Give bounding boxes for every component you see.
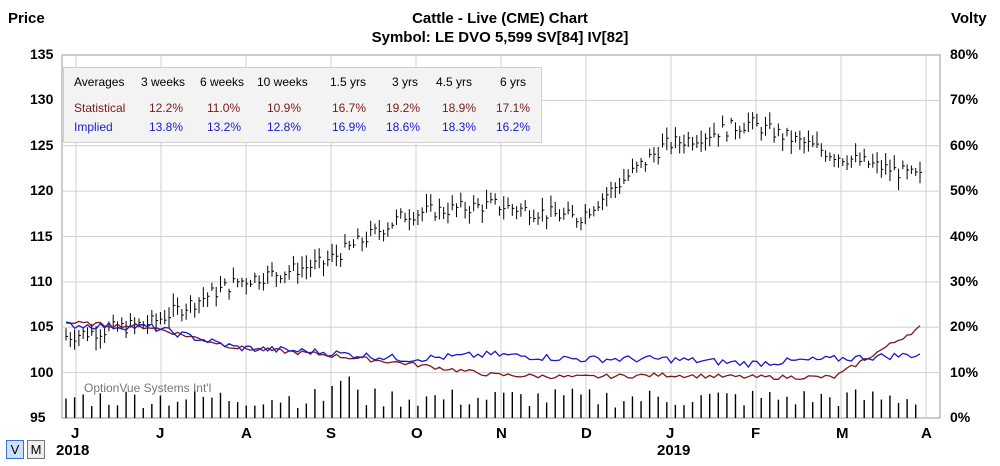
month-label: A	[241, 425, 252, 442]
price-axis-title: Price	[8, 10, 45, 27]
price-tick-label: 105	[30, 318, 54, 335]
price-tick-label: 125	[30, 136, 54, 153]
legend-header-3w: 3 weeks	[141, 75, 186, 89]
stat-1-5y: 16.7%	[332, 101, 367, 115]
statistical-volatility-line	[65, 320, 921, 381]
legend-header-4-5y: 4.5 yrs	[436, 75, 473, 89]
stat-4-5y: 18.9%	[442, 101, 477, 115]
month-label: D	[581, 425, 592, 442]
volty-tick-label: 80%	[950, 46, 979, 62]
month-label: N	[496, 425, 507, 442]
stat-6w: 11.0%	[207, 101, 241, 115]
chart-title: Cattle - Live (CME) Chart	[412, 10, 588, 27]
month-label: M	[836, 425, 849, 442]
impl-3y: 18.6%	[386, 120, 421, 134]
volty-tick-label: 30%	[950, 272, 979, 289]
price-tick-label: 120	[30, 182, 54, 199]
legend-row-statistical: Statistical	[74, 101, 126, 115]
impl-3w: 13.8%	[149, 120, 184, 134]
volatility-legend-table: Averages 3 weeks 6 weeks 10 weeks 1.5 yr…	[63, 67, 542, 143]
legend-header-6y: 6 yrs	[500, 75, 527, 89]
month-label: O	[411, 425, 423, 442]
impl-4-5y: 18.3%	[442, 120, 477, 134]
legend-header-3y: 3 yrs	[392, 75, 419, 89]
volty-axis-title: Volty	[951, 10, 987, 27]
legend-header-averages: Averages	[74, 75, 125, 89]
price-tick-label: 100	[30, 363, 54, 380]
legend-row-implied: Implied	[74, 120, 113, 134]
implied-volatility-line	[65, 321, 921, 369]
chart-subtitle: Symbol: LE DVO 5,599 SV[84] IV[82]	[371, 29, 629, 46]
month-label: J	[666, 425, 675, 442]
volty-tick-label: 20%	[950, 318, 979, 335]
year-label-2018: 2018	[56, 442, 90, 459]
month-label: A	[921, 425, 932, 442]
view-v-button[interactable]: V	[6, 440, 24, 459]
legend-header-6w: 6 weeks	[200, 75, 245, 89]
impl-6y: 16.2%	[496, 120, 531, 134]
price-tick-label: 115	[30, 227, 53, 244]
stat-3w: 12.2%	[149, 101, 184, 115]
month-label: J	[71, 425, 80, 442]
volty-tick-label: 50%	[950, 182, 979, 199]
legend-header-10w: 10 weeks	[257, 75, 308, 89]
month-label: F	[751, 425, 761, 442]
stat-10w: 10.9%	[267, 101, 302, 115]
stat-3y: 19.2%	[386, 101, 421, 115]
stat-6y: 17.1%	[496, 101, 531, 115]
volty-tick-label: 10%	[950, 363, 979, 380]
volty-tick-label: 40%	[950, 227, 979, 244]
volty-tick-label: 60%	[950, 136, 979, 153]
price-tick-label: 130	[30, 91, 54, 108]
watermark: OptionVue Systems Int'l	[84, 381, 212, 395]
view-m-button[interactable]: M	[27, 440, 45, 459]
price-tick-label: 95	[30, 409, 46, 425]
volty-tick-label: 0%	[950, 409, 971, 425]
price-tick-label: 110	[30, 272, 53, 289]
year-label-2019: 2019	[657, 442, 691, 459]
impl-6w: 13.2%	[207, 120, 242, 134]
month-label: S	[326, 425, 337, 442]
month-label: J	[156, 425, 165, 442]
price-tick-label: 135	[30, 46, 54, 62]
impl-1-5y: 16.9%	[332, 120, 367, 134]
impl-10w: 12.8%	[267, 120, 302, 134]
legend-header-1-5y: 1.5 yrs	[330, 75, 367, 89]
volty-tick-label: 70%	[950, 91, 979, 108]
